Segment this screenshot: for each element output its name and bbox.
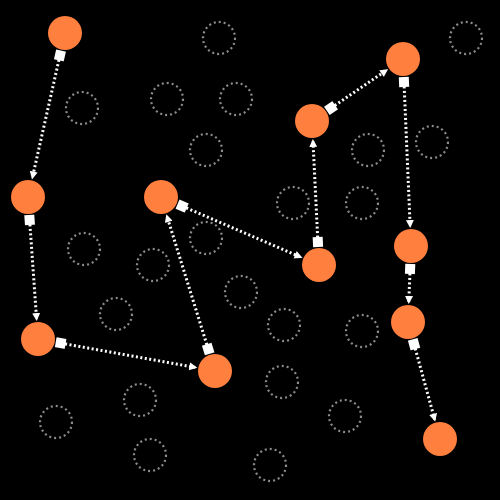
empty-slot[interactable] xyxy=(350,132,386,168)
empty-slot[interactable] xyxy=(64,90,100,126)
empty-slot[interactable] xyxy=(149,81,185,117)
filled-node[interactable] xyxy=(423,422,457,456)
filled-node[interactable] xyxy=(198,354,232,388)
link-connector xyxy=(53,49,66,62)
filled-node[interactable] xyxy=(386,42,420,76)
link-arrow xyxy=(29,55,62,180)
filled-node[interactable] xyxy=(144,180,178,214)
empty-slot[interactable] xyxy=(344,313,380,349)
empty-slots-layer xyxy=(38,20,484,483)
link-arrow xyxy=(330,69,389,110)
empty-slot[interactable] xyxy=(38,404,74,440)
link-connector xyxy=(54,337,67,349)
empty-slot[interactable] xyxy=(327,398,363,434)
link-arrow xyxy=(402,81,414,229)
link-connector xyxy=(398,76,410,88)
link-arrow xyxy=(309,138,320,243)
nodes-layer xyxy=(11,16,457,456)
link-connector xyxy=(312,236,324,248)
empty-slot[interactable] xyxy=(344,185,380,221)
empty-slot[interactable] xyxy=(201,20,237,56)
empty-slot[interactable] xyxy=(266,307,302,343)
link-connector xyxy=(404,263,416,275)
empty-slot[interactable] xyxy=(135,247,171,283)
empty-slot[interactable] xyxy=(98,296,134,332)
link-connector xyxy=(24,214,35,226)
link-arrow xyxy=(405,268,414,305)
link-connector xyxy=(201,342,215,356)
empty-slot[interactable] xyxy=(448,20,484,56)
link-arrow xyxy=(412,343,437,422)
link-connector xyxy=(324,101,338,115)
empty-slot[interactable] xyxy=(264,364,300,400)
empty-slot[interactable] xyxy=(122,382,158,418)
filled-node[interactable] xyxy=(394,229,428,263)
empty-slot[interactable] xyxy=(275,185,311,221)
empty-slot[interactable] xyxy=(223,274,259,310)
link-arrow xyxy=(28,219,41,322)
link-arrow xyxy=(181,204,303,259)
link-arrow xyxy=(60,341,198,371)
empty-slot[interactable] xyxy=(188,220,224,256)
empty-slot[interactable] xyxy=(188,132,224,168)
empty-slot[interactable] xyxy=(252,447,288,483)
empty-slot[interactable] xyxy=(66,231,102,267)
links-layer xyxy=(24,49,437,422)
link-connector xyxy=(407,338,421,351)
link-connector xyxy=(175,199,189,213)
filled-node[interactable] xyxy=(48,16,82,50)
filled-node[interactable] xyxy=(391,305,425,339)
empty-slot[interactable] xyxy=(414,124,450,160)
filled-node[interactable] xyxy=(21,322,55,356)
empty-slot[interactable] xyxy=(218,81,254,117)
empty-slot[interactable] xyxy=(132,437,168,473)
filled-node[interactable] xyxy=(11,180,45,214)
filled-node[interactable] xyxy=(295,104,329,138)
link-arrow xyxy=(164,214,210,350)
filled-node[interactable] xyxy=(302,248,336,282)
